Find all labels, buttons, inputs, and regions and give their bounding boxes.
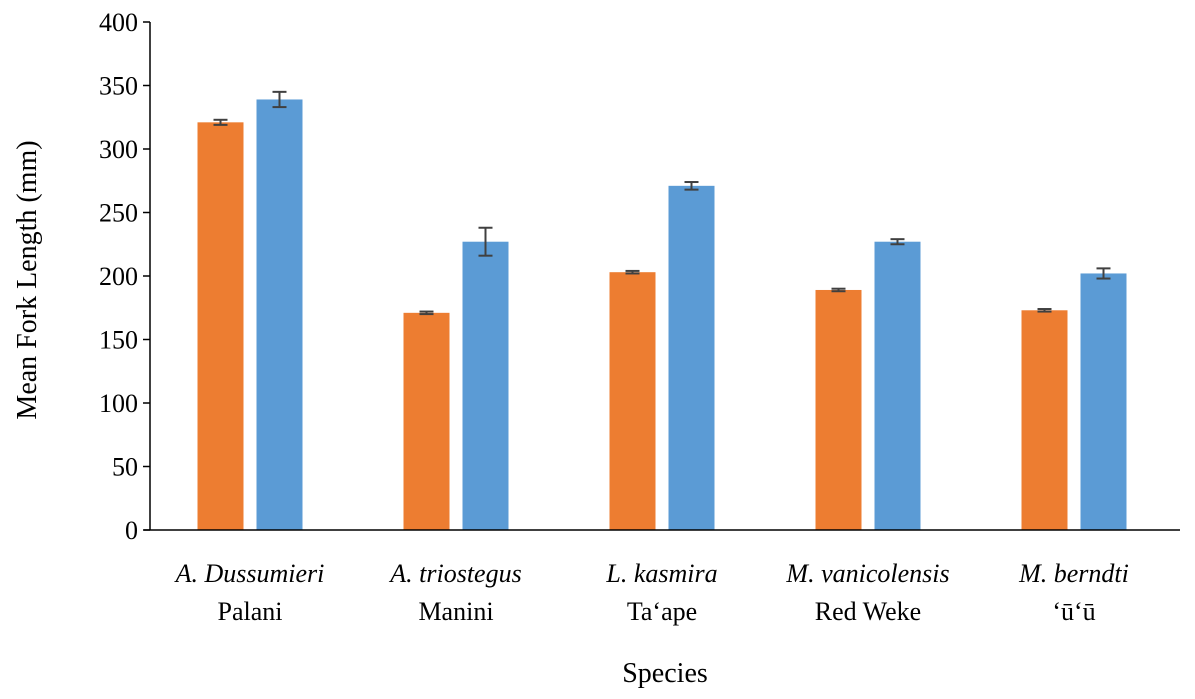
error-bar <box>831 287 846 293</box>
x-category-common-name: ‘ū‘ū <box>1052 597 1095 626</box>
plot-area <box>197 90 1127 530</box>
x-category-common-name: Manini <box>418 597 493 626</box>
error-bar <box>478 226 493 257</box>
x-category-scientific-name: M. berndti <box>1018 559 1129 588</box>
bar <box>197 122 244 530</box>
x-category-common-name: Red Weke <box>815 597 921 626</box>
x-category-scientific-name: A. Dussumieri <box>174 559 325 588</box>
error-bar <box>890 238 905 246</box>
y-tick-label: 200 <box>99 262 138 291</box>
error-bar <box>213 118 228 126</box>
bar <box>256 99 303 530</box>
bar <box>874 241 921 530</box>
y-axis-ticks: 0 50 100 150 200 250 300 350 400 <box>99 8 150 545</box>
error-bar <box>684 181 699 191</box>
x-category-scientific-name: L. kasmira <box>605 559 717 588</box>
error-bar <box>1096 267 1111 280</box>
x-category-common-name: Ta‘ape <box>627 597 697 626</box>
x-axis-category-labels: A. Dussumieri Palani A. triostegus Manini L.… <box>174 559 1129 626</box>
bar <box>1021 310 1068 530</box>
y-tick-label: 400 <box>99 8 138 37</box>
bar <box>403 312 450 530</box>
bar <box>815 289 862 530</box>
error-bar <box>419 310 434 316</box>
y-tick-label: 250 <box>99 199 138 228</box>
bar <box>609 272 656 530</box>
error-bar <box>625 269 640 275</box>
x-axis-title: Species <box>622 658 708 689</box>
bar <box>1080 273 1127 530</box>
y-tick-label: 50 <box>112 453 138 482</box>
y-tick-label: 100 <box>99 389 138 418</box>
y-tick-label: 350 <box>99 72 138 101</box>
bar <box>462 241 509 530</box>
x-category-scientific-name: M. vanicolensis <box>785 559 949 588</box>
y-tick-label: 0 <box>125 516 138 545</box>
y-tick-label: 150 <box>99 326 138 355</box>
error-bar <box>1037 308 1052 313</box>
error-bar <box>272 90 287 109</box>
x-category-scientific-name: A. triostegus <box>388 559 521 588</box>
x-category-common-name: Palani <box>218 597 283 626</box>
y-tick-label: 300 <box>99 135 138 164</box>
y-axis-title: Mean Fork Length (mm) <box>12 140 43 419</box>
bar <box>668 185 715 530</box>
